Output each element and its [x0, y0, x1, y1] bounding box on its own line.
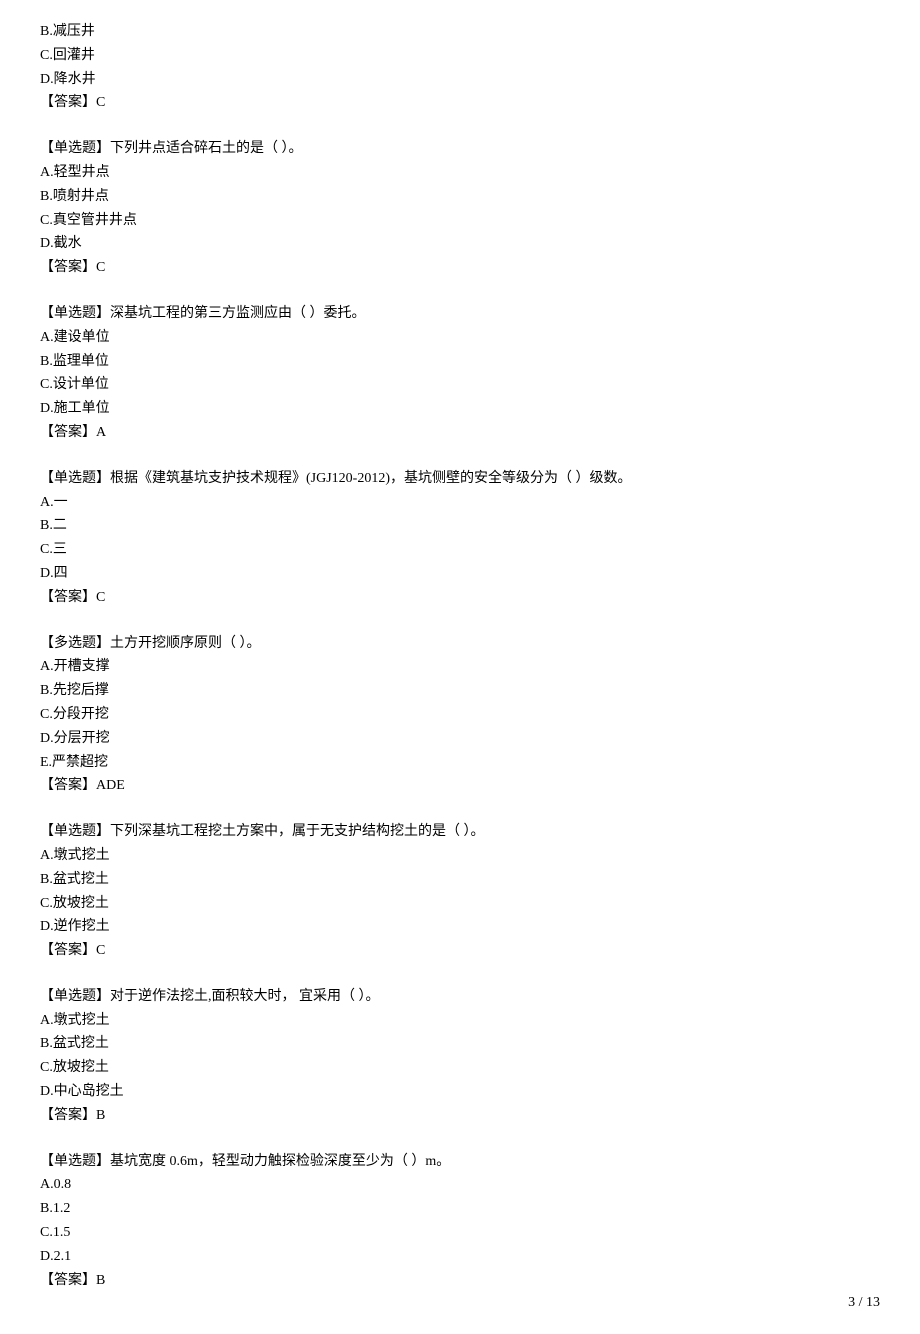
option-text: A.墩式挖土	[40, 1009, 880, 1033]
option-text: D.2.1	[40, 1245, 880, 1269]
question-stem: 【单选题】下列井点适合碎石土的是（ ）。	[40, 137, 880, 161]
option-text: B.喷射井点	[40, 185, 880, 209]
option-text: D.逆作挖土	[40, 915, 880, 939]
answer-text: 【答案】B	[40, 1104, 880, 1128]
answer-text: 【答案】B	[40, 1269, 880, 1293]
option-text: D.分层开挖	[40, 727, 880, 751]
option-text: D.施工单位	[40, 397, 880, 421]
answer-text: 【答案】A	[40, 421, 880, 445]
page-number: 3 / 13	[848, 1291, 880, 1315]
partial-question-block: B.减压井 C.回灌井 D.降水井 【答案】C	[40, 20, 880, 115]
option-text: D.截水	[40, 232, 880, 256]
option-text: C.真空管井井点	[40, 209, 880, 233]
answer-text: 【答案】C	[40, 939, 880, 963]
option-text: B.减压井	[40, 20, 880, 44]
option-text: A.0.8	[40, 1173, 880, 1197]
option-text: C.回灌井	[40, 44, 880, 68]
option-text: E.严禁超挖	[40, 751, 880, 775]
question-stem: 【单选题】下列深基坑工程挖土方案中，属于无支护结构挖土的是（ ）。	[40, 820, 880, 844]
option-text: B.盆式挖土	[40, 1032, 880, 1056]
question-stem: 【单选题】深基坑工程的第三方监测应由（ ）委托。	[40, 302, 880, 326]
option-text: D.降水井	[40, 68, 880, 92]
answer-text: 【答案】C	[40, 256, 880, 280]
question-block: 【单选题】下列深基坑工程挖土方案中，属于无支护结构挖土的是（ ）。 A.墩式挖土…	[40, 820, 880, 963]
question-block: 【单选题】对于逆作法挖土,面积较大时， 宜采用（ ）。 A.墩式挖土 B.盆式挖…	[40, 985, 880, 1128]
question-block: 【单选题】深基坑工程的第三方监测应由（ ）委托。 A.建设单位 B.监理单位 C…	[40, 302, 880, 445]
option-text: A.开槽支撑	[40, 655, 880, 679]
option-text: D.四	[40, 562, 880, 586]
option-text: C.放坡挖土	[40, 892, 880, 916]
option-text: C.设计单位	[40, 373, 880, 397]
question-stem: 【多选题】土方开挖顺序原则（ ）。	[40, 632, 880, 656]
option-text: C.分段开挖	[40, 703, 880, 727]
option-text: A.建设单位	[40, 326, 880, 350]
option-text: B.监理单位	[40, 350, 880, 374]
option-text: B.二	[40, 514, 880, 538]
answer-text: 【答案】ADE	[40, 774, 880, 798]
question-block: 【单选题】根据《建筑基坑支护技术规程》(JGJ120-2012)，基坑侧壁的安全…	[40, 467, 880, 610]
option-text: A.墩式挖土	[40, 844, 880, 868]
question-block: 【多选题】土方开挖顺序原则（ ）。 A.开槽支撑 B.先挖后撑 C.分段开挖 D…	[40, 632, 880, 799]
option-text: C.1.5	[40, 1221, 880, 1245]
answer-text: 【答案】C	[40, 91, 880, 115]
question-stem: 【单选题】对于逆作法挖土,面积较大时， 宜采用（ ）。	[40, 985, 880, 1009]
question-block: 【单选题】下列井点适合碎石土的是（ ）。 A.轻型井点 B.喷射井点 C.真空管…	[40, 137, 880, 280]
option-text: C.放坡挖土	[40, 1056, 880, 1080]
option-text: D.中心岛挖土	[40, 1080, 880, 1104]
option-text: A.轻型井点	[40, 161, 880, 185]
option-text: A.一	[40, 491, 880, 515]
option-text: B.1.2	[40, 1197, 880, 1221]
question-stem: 【单选题】基坑宽度 0.6m，轻型动力触探检验深度至少为（ ）m。	[40, 1150, 880, 1174]
question-block: 【单选题】基坑宽度 0.6m，轻型动力触探检验深度至少为（ ）m。 A.0.8 …	[40, 1150, 880, 1293]
option-text: B.盆式挖土	[40, 868, 880, 892]
option-text: B.先挖后撑	[40, 679, 880, 703]
option-text: C.三	[40, 538, 880, 562]
answer-text: 【答案】C	[40, 586, 880, 610]
question-stem: 【单选题】根据《建筑基坑支护技术规程》(JGJ120-2012)，基坑侧壁的安全…	[40, 467, 880, 491]
